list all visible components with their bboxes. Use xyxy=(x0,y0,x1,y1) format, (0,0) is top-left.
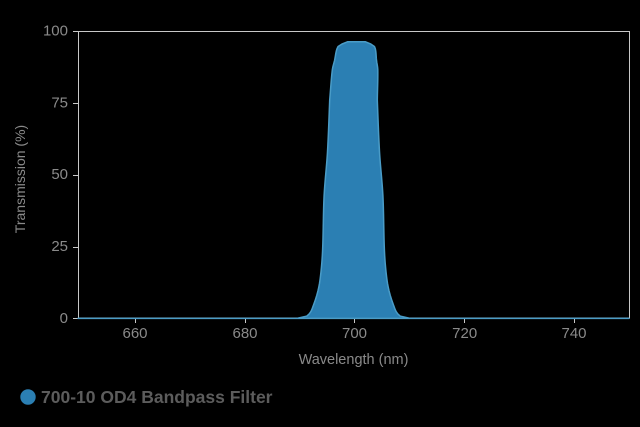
svg-text:50: 50 xyxy=(51,166,68,183)
svg-text:100: 100 xyxy=(43,22,68,39)
svg-text:Wavelength (nm): Wavelength (nm) xyxy=(299,352,409,368)
svg-text:660: 660 xyxy=(122,325,147,342)
svg-text:700: 700 xyxy=(342,325,367,342)
svg-text:Transmission (%): Transmission (%) xyxy=(12,125,28,233)
svg-text:720: 720 xyxy=(452,325,477,342)
svg-text:75: 75 xyxy=(51,94,68,111)
svg-text:740: 740 xyxy=(561,325,586,342)
svg-text:0: 0 xyxy=(60,310,68,327)
svg-text:25: 25 xyxy=(51,238,68,255)
svg-text:680: 680 xyxy=(232,325,257,342)
svg-text:700-10 OD4 Bandpass Filter: 700-10 OD4 Bandpass Filter xyxy=(41,387,273,407)
